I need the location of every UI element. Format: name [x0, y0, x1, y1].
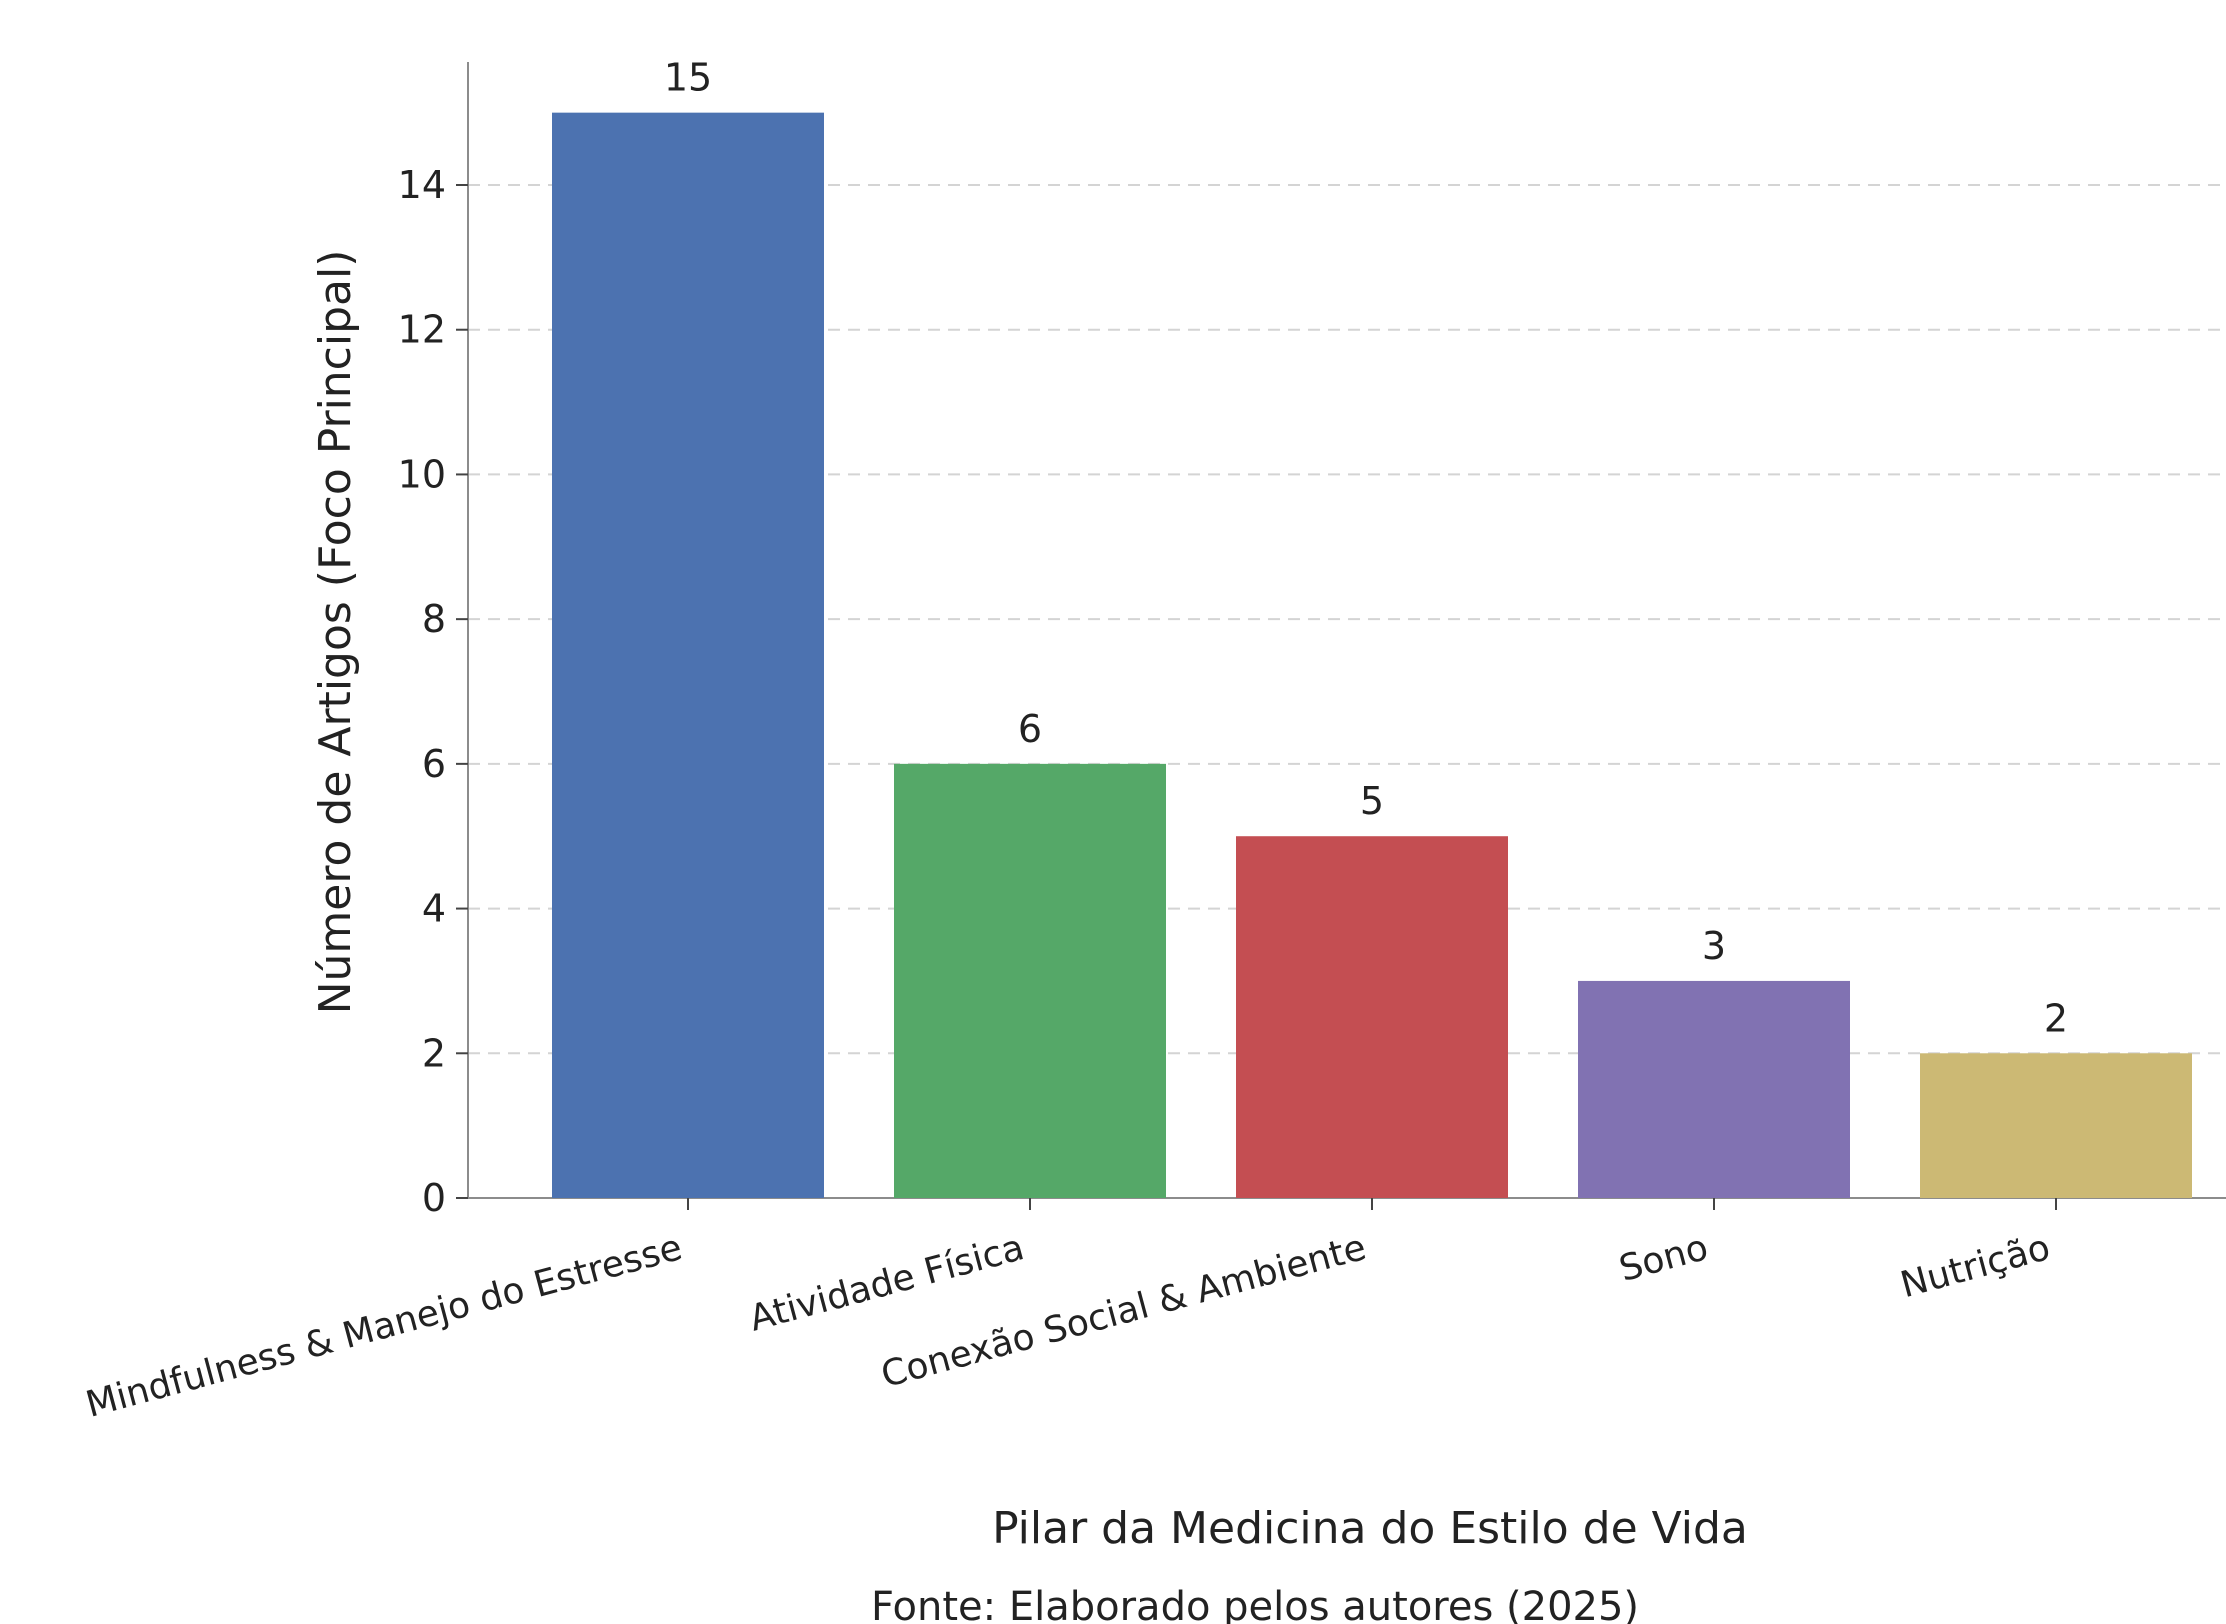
bar-value-label: 15	[664, 56, 712, 100]
y-tick-label: 12	[398, 308, 446, 352]
bar	[1920, 1053, 2192, 1198]
y-tick-label: 6	[422, 742, 446, 786]
y-axis-ticks: 0 2 4 6 8 10 12 14	[398, 163, 468, 1220]
y-tick-label: 4	[422, 887, 446, 931]
bar-value-label: 2	[2044, 996, 2068, 1040]
y-tick-label: 8	[422, 597, 446, 641]
y-axis-title: Número de Artigos (Foco Principal)	[310, 250, 361, 1015]
y-tick-label: 0	[422, 1176, 446, 1220]
bar	[1578, 980, 1850, 1198]
x-axis-ticks: Mindfulness & Manejo do Estresse Atividad…	[82, 1198, 2057, 1426]
x-tick-label: Atividade Física	[745, 1227, 1028, 1340]
y-tick-label: 14	[398, 163, 446, 207]
value-labels: 15 6 5 3 2	[664, 56, 2068, 1041]
x-tick-label: Nutrição	[1896, 1227, 2054, 1306]
y-tick-label: 10	[398, 452, 446, 496]
x-tick-label: Sono	[1615, 1227, 1712, 1290]
bar	[1236, 836, 1508, 1198]
bar	[894, 763, 1166, 1198]
bar-value-label: 3	[1702, 924, 1726, 968]
y-tick-label: 2	[422, 1031, 446, 1075]
bar-value-label: 5	[1360, 779, 1384, 823]
x-axis-title: Pilar da Medicina do Estilo de Vida	[992, 1503, 1748, 1554]
source-note: Fonte: Elaborado pelos autores (2025)	[871, 1584, 1639, 1624]
x-tick-label: Mindfulness & Manejo do Estresse	[82, 1227, 687, 1426]
bar-value-label: 6	[1018, 707, 1042, 751]
bars	[552, 112, 2192, 1199]
bar	[552, 112, 824, 1199]
